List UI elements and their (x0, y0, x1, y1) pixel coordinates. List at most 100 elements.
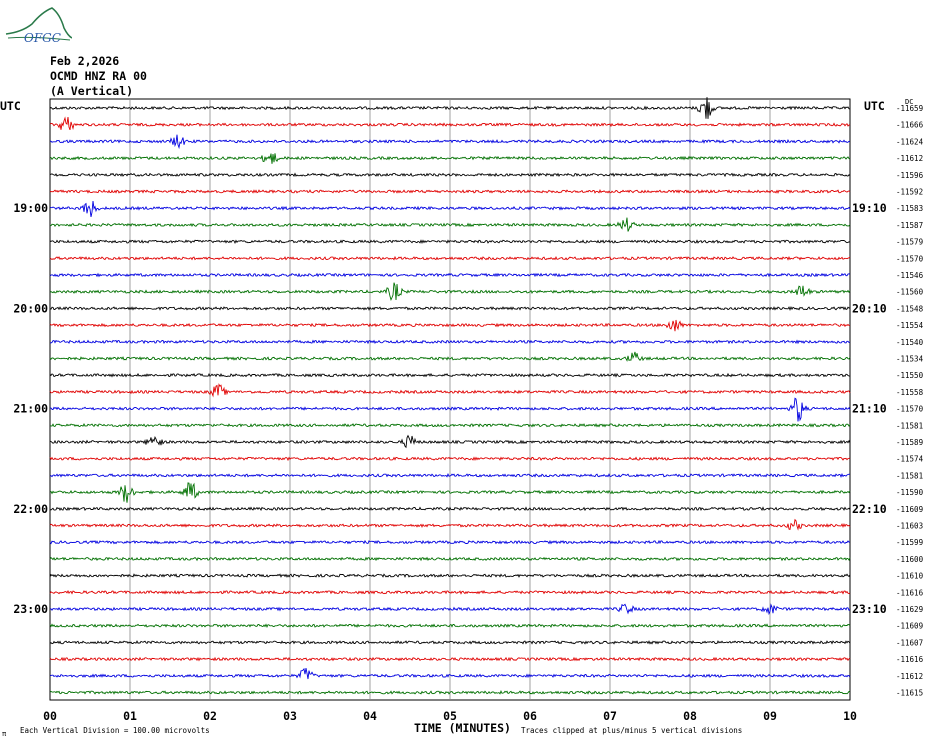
dc-offset-label: -11548 (896, 304, 924, 313)
component-label: (A Vertical) (50, 84, 134, 98)
dc-offset-label: -11610 (896, 572, 924, 581)
x-axis-label: TIME (MINUTES) (414, 721, 511, 735)
corner-mark: π (2, 730, 7, 738)
dc-offset-label: -11666 (896, 121, 924, 130)
dc-offset-label: -11570 (896, 405, 924, 414)
seismic-trace (49, 201, 851, 217)
seismic-trace (49, 482, 851, 503)
seismic-trace (49, 372, 851, 378)
dc-offset-label: -11609 (896, 505, 923, 514)
seismic-trace (49, 506, 851, 512)
dc-offset-label: -11581 (896, 421, 923, 430)
dc-offset-label: -11546 (896, 271, 924, 280)
seismic-trace (49, 422, 851, 428)
ofgc-logo: OFGC (5, 7, 72, 45)
seismic-trace (49, 556, 851, 562)
dc-offset-label: -11583 (896, 204, 923, 213)
x-tick-label: 03 (283, 709, 297, 723)
seismic-trace (49, 518, 851, 531)
dc-offset-label: -11624 (896, 137, 924, 146)
seismic-trace (49, 282, 851, 301)
dc-offset-label: -11581 (896, 471, 923, 480)
right-hour-label: 20:10 (852, 301, 887, 315)
seismic-trace (49, 97, 851, 119)
dc-offset-label: -11540 (896, 338, 924, 347)
dc-offset-label: -11612 (896, 154, 923, 163)
seismic-trace (49, 189, 851, 194)
seismic-trace (49, 255, 851, 261)
seismic-trace (49, 319, 851, 332)
x-tick-label: 09 (763, 709, 777, 723)
dc-offset-label: -11603 (896, 522, 923, 531)
station-label: OCMD HNZ RA 00 (50, 69, 147, 83)
dc-offset-label: -11612 (896, 672, 923, 681)
seismic-trace (49, 383, 851, 398)
seismic-trace (49, 656, 851, 662)
dc-offset-label: -11589 (896, 438, 923, 447)
dc-offset-label: -11615 (896, 689, 923, 698)
right-utc-label: UTC (864, 99, 885, 113)
seismic-trace (49, 172, 851, 178)
dc-offset-label: -11600 (896, 555, 924, 564)
dc-offset-label: -11609 (896, 622, 923, 631)
seismic-trace (49, 690, 850, 695)
left-hour-label: 22:00 (13, 502, 48, 516)
x-tick-label: 02 (203, 709, 217, 723)
seismic-trace (49, 272, 851, 278)
seismic-trace (49, 456, 851, 462)
seismic-trace (49, 472, 850, 478)
seismic-trace (49, 603, 851, 616)
x-tick-label: 01 (123, 709, 137, 723)
seismic-trace (49, 623, 851, 629)
dc-offset-label: -11596 (896, 171, 924, 180)
seismic-trace (49, 305, 851, 311)
dc-offset-label: -11574 (896, 455, 924, 464)
seismic-trace (49, 667, 851, 680)
left-hour-label: 23:00 (13, 602, 48, 616)
dc-offset-label: -11616 (896, 655, 924, 664)
vertical-division-note: Each Vertical Division = 100.00 microvol… (20, 726, 210, 735)
seismic-trace (49, 239, 851, 244)
date-label: Feb 2,2026 (50, 54, 120, 68)
seismic-trace (49, 351, 851, 362)
seismic-trace (49, 153, 851, 164)
dc-offset-label: -11579 (896, 238, 923, 247)
seismic-trace (49, 116, 851, 131)
right-hour-label: 21:10 (852, 402, 887, 416)
seismic-trace (50, 339, 851, 345)
seismic-trace (49, 589, 851, 595)
dc-offset-label: -11554 (896, 321, 924, 330)
x-tick-label: 05 (443, 709, 457, 723)
dc-offset-label: -11550 (896, 371, 924, 380)
dc-offset-label: -11592 (896, 188, 923, 197)
seismic-trace (49, 539, 851, 545)
x-tick-label: 08 (683, 709, 697, 723)
dc-offset-label: -11587 (896, 221, 923, 230)
dc-offset-label: -11599 (896, 538, 923, 547)
x-tick-label: 00 (43, 709, 57, 723)
left-hour-label: 21:00 (13, 402, 48, 416)
seismic-trace (49, 640, 851, 645)
dc-offset-label: -11629 (896, 605, 923, 614)
left-utc-label: UTC (0, 99, 21, 113)
dc-offset-label: -11560 (896, 288, 924, 297)
right-hour-label: 22:10 (852, 502, 887, 516)
right-hour-label: 23:10 (852, 602, 887, 616)
clipping-note: Traces clipped at plus/minus 5 vertical … (521, 726, 742, 735)
dc-offset-label: -11570 (896, 254, 924, 263)
seismic-trace (49, 573, 851, 578)
dc-offset-label: -11590 (896, 488, 924, 497)
dc-offset-label: -11607 (896, 638, 923, 647)
x-tick-label: 06 (523, 709, 537, 723)
dc-offset-label: -11534 (896, 355, 924, 364)
dc-offset-label: -11616 (896, 588, 924, 597)
right-hour-label: 19:10 (852, 201, 887, 215)
dc-offset-label: -11558 (896, 388, 924, 397)
x-tick-label: 04 (363, 709, 377, 723)
left-hour-label: 19:00 (13, 201, 48, 215)
dc-offset-label: -11659 (896, 104, 923, 113)
seismic-trace (49, 217, 851, 232)
x-tick-label: 10 (843, 709, 857, 723)
seismic-trace (49, 434, 851, 449)
